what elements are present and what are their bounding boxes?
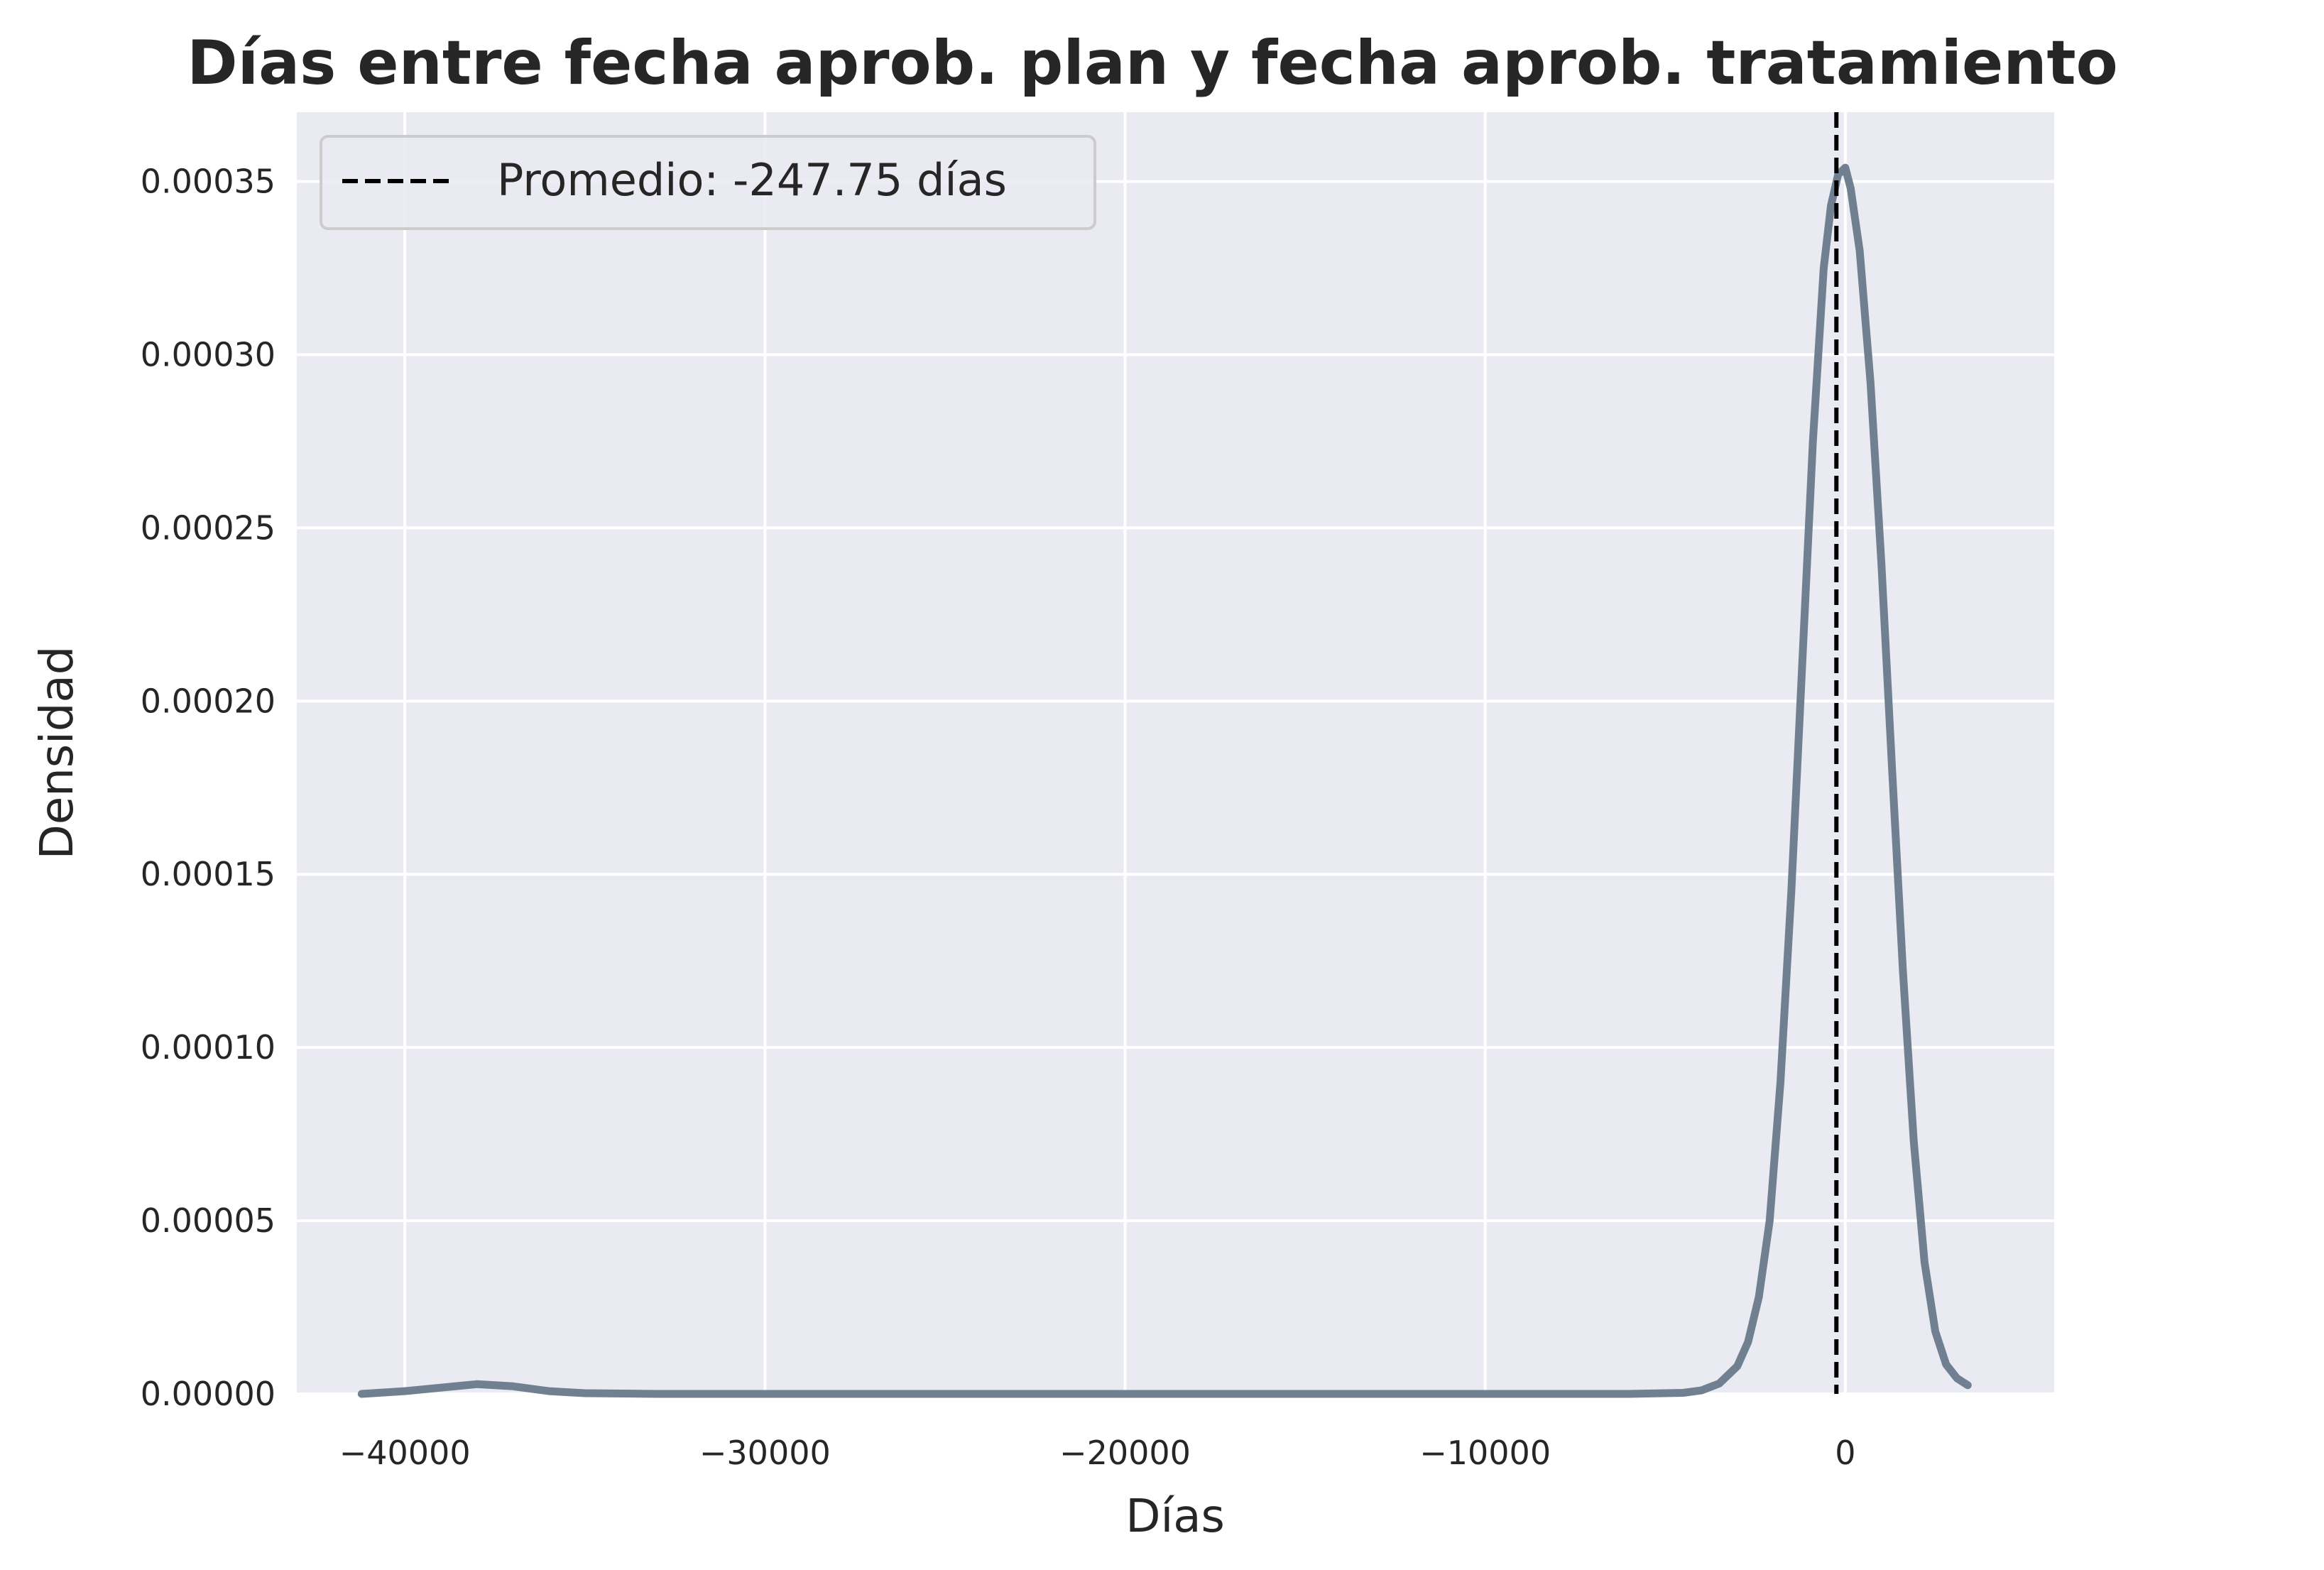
- x-tick-label: 0: [1835, 1434, 1855, 1472]
- x-tick-label: −30000: [699, 1434, 831, 1472]
- y-axis-label: Densidad: [31, 646, 84, 860]
- y-tick-label: 0.00025: [141, 508, 276, 547]
- legend-label: Promedio: -247.75 días: [497, 154, 1007, 206]
- x-tick-label: −10000: [1419, 1434, 1551, 1472]
- x-axis-label: Días: [1125, 1490, 1225, 1543]
- x-tick-label: −20000: [1059, 1434, 1191, 1472]
- x-tick-label: −40000: [339, 1434, 471, 1472]
- kde-density-line: [357, 163, 1972, 1398]
- chart-title: Días entre fecha aprob. plan y fecha apr…: [187, 28, 2118, 99]
- y-tick-label: 0.00035: [141, 163, 276, 201]
- y-tick-label: 0.00000: [141, 1375, 276, 1413]
- y-tick-label: 0.00010: [141, 1028, 276, 1067]
- series-layer: [357, 112, 1972, 1398]
- plot-area: [297, 112, 2054, 1394]
- y-tick-label: 0.00015: [141, 855, 276, 893]
- legend: Promedio: -247.75 días: [320, 135, 1096, 230]
- x-axis-ticks: −40000 −30000 −20000 −10000 0: [339, 1434, 1856, 1472]
- y-tick-label: 0.00020: [141, 682, 276, 720]
- y-axis-ticks: 0.00000 0.00005 0.00010 0.00015 0.00020 0.000…: [141, 163, 276, 1413]
- y-tick-label: 0.00005: [141, 1201, 276, 1240]
- y-tick-label: 0.00030: [141, 335, 276, 374]
- legend-box: [320, 135, 1096, 230]
